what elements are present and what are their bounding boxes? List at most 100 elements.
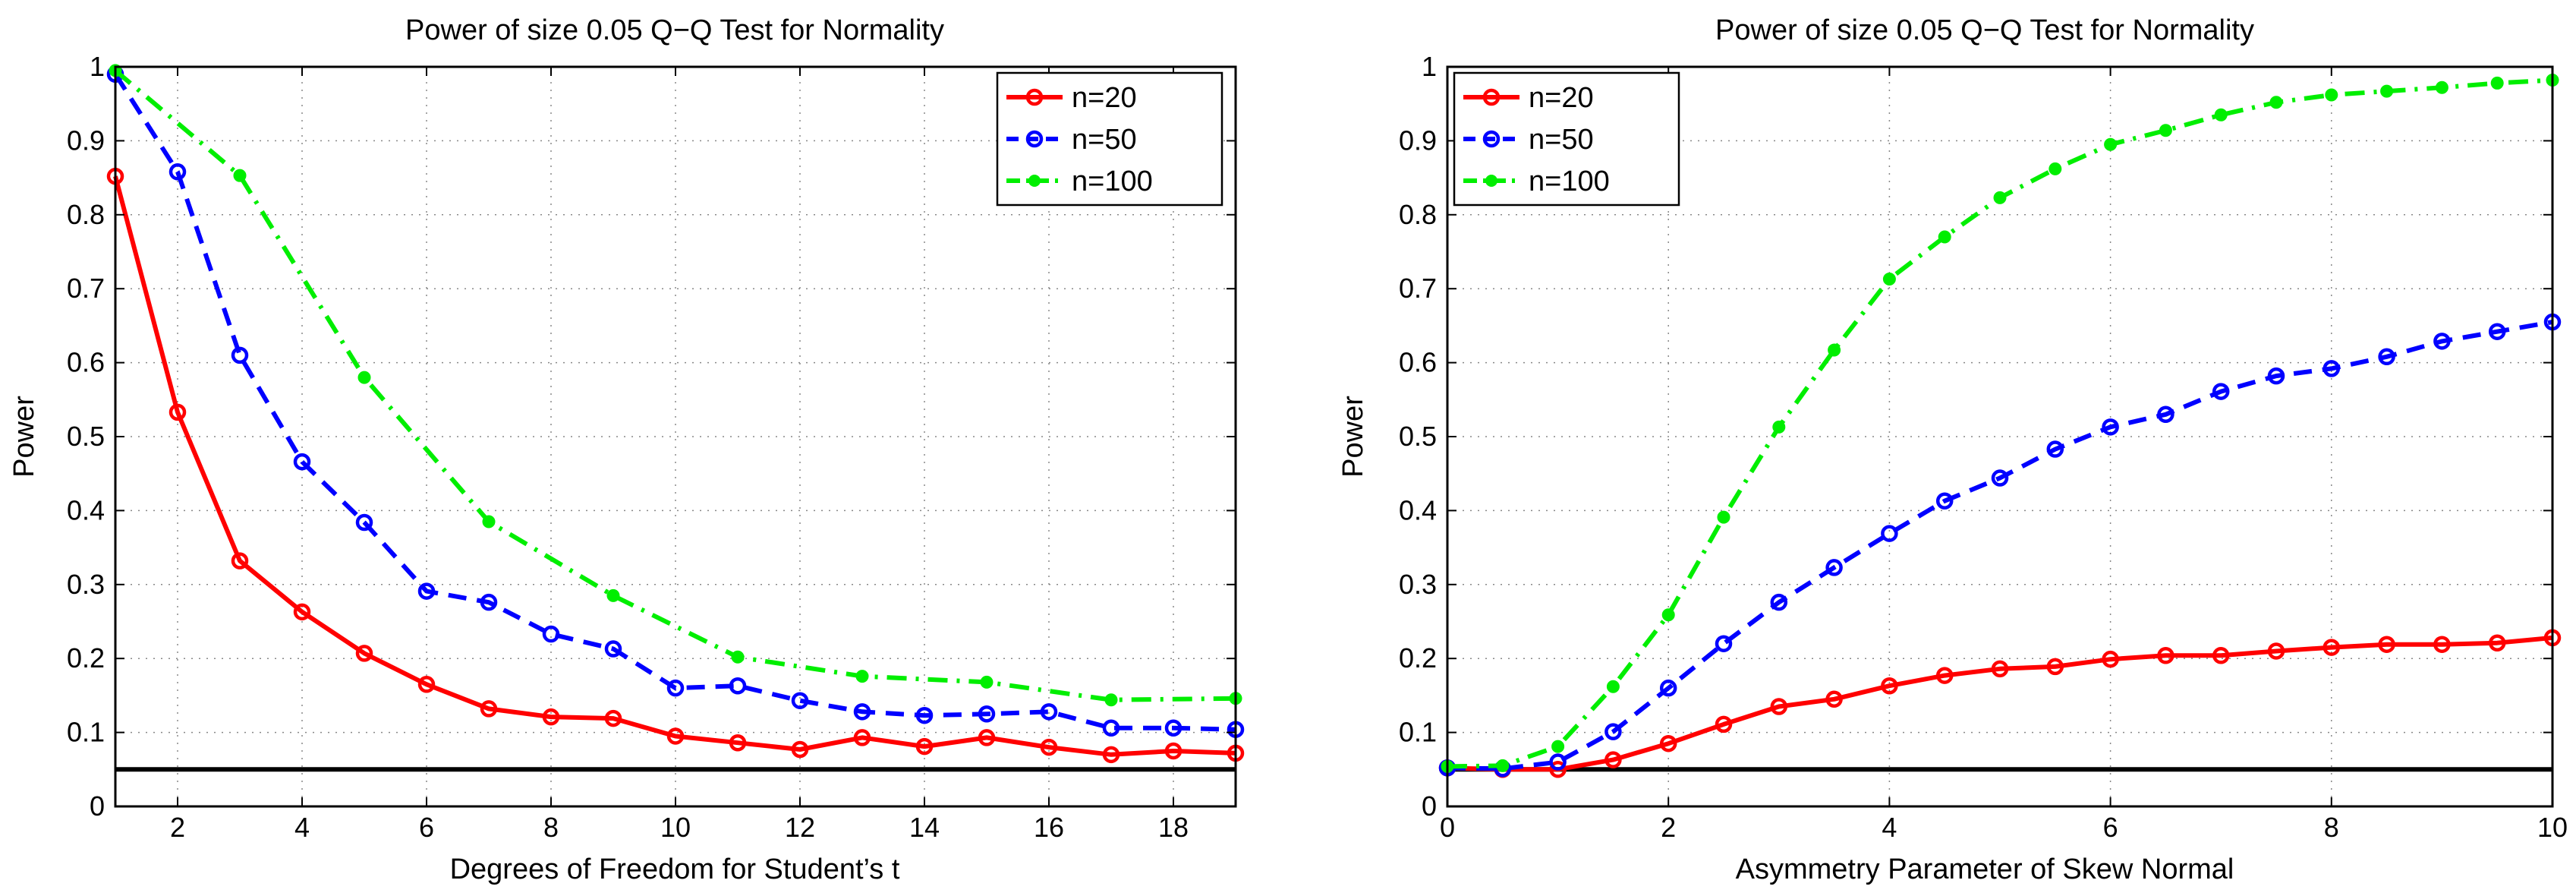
chart-left-xtick-label: 10	[660, 812, 691, 843]
chart-right-series-n=50-point	[1991, 469, 2009, 487]
chart-right-series-n=100-point	[1772, 420, 1786, 434]
chart-left-legend-label: n=20	[1072, 82, 1137, 114]
chart-right-series-n=20-point	[2046, 658, 2064, 676]
chart-right-ytick-label: 0.9	[1399, 125, 1437, 156]
chart-left-ytick-label: 0.1	[67, 717, 105, 748]
chart-left-series-n=20-point	[480, 700, 498, 718]
chart-left-series-n=50-point	[480, 593, 498, 611]
chart-right-series-n=20-point	[2378, 636, 2395, 653]
chart-left-legend-label: n=50	[1072, 124, 1137, 156]
chart-left-series-n=20-point	[978, 729, 996, 746]
chart-right-series-n=100-point	[1717, 510, 1730, 524]
chart-left-ytick-label: 0.3	[67, 569, 105, 600]
chart-right-series-n=20-point	[2433, 636, 2451, 653]
chart-left-series-n=20-point	[1040, 738, 1058, 756]
chart-right-series-n=100-point	[1828, 343, 1841, 357]
chart-right-series-n=50-point	[1825, 559, 1843, 576]
chart-left-xlabel: Degrees of Freedom for Student’s t	[450, 853, 900, 885]
chart-right-series-n=20-point	[2157, 647, 2174, 664]
chart-left-ytick-label: 0.2	[67, 642, 105, 674]
chart-right-ytick-label: 0.7	[1399, 273, 1437, 304]
chart-right-ytick-label: 1	[1422, 51, 1437, 82]
chart-right-series-n=50-point	[2433, 333, 2451, 350]
chart-right-ticks: 0 2 4 6 8 10 0 0.1 0.2 0.3 0.4 0.5 0.6 0.7 0.8 0.9 1	[1399, 51, 2568, 843]
chart-right-series-n=100-point	[1882, 273, 1896, 286]
chart-right-ytick-label: 0.3	[1399, 569, 1437, 600]
chart-left-xtick-label: 12	[785, 812, 815, 843]
chart-left-series-n=50-point	[791, 692, 809, 709]
chart-left-series-n=50-point	[542, 625, 560, 643]
chart-left-series-n=20-point	[915, 737, 934, 756]
chart-left-series-n=50-point	[853, 703, 871, 721]
chart-left-ytick-label: 0.8	[67, 199, 105, 230]
chart-left-series-n=50-point	[1102, 719, 1120, 737]
chart-right-series-n=100-point	[2104, 137, 2118, 151]
chart-left-title: Power of size 0.05 Q−Q Test for Normalit…	[405, 14, 944, 46]
chart-left-series-n=20-point	[417, 676, 436, 693]
chart-right-series-n=100-point	[1938, 230, 1951, 244]
chart-right-series-n=20-point	[2488, 634, 2506, 651]
chart-left-series-n=50-point	[729, 677, 747, 695]
chart-left-series-n=50-point	[417, 582, 436, 600]
chart-right-series-n=20-point	[1935, 667, 1954, 684]
chart-right-xlabel: Asymmetry Parameter of Skew Normal	[1736, 853, 2234, 885]
chart-right-series-n=50-point	[1659, 679, 1677, 697]
chart-right-xtick-label: 2	[1661, 812, 1676, 843]
chart-right-series-n=50-point	[2488, 323, 2506, 340]
chart-right-ytick-label: 0	[1422, 790, 1437, 822]
chart-right-series-n=50-point	[1549, 753, 1567, 771]
chart-left: Power of size 0.05 Q−Q Test for Normalit…	[8, 14, 1245, 885]
chart-right-legend: n=20 n=50 n=100	[1453, 71, 1680, 207]
chart-right-series-n=100-point	[1661, 608, 1675, 622]
chart-left-series-n=50-point	[355, 513, 373, 532]
chart-right-ytick-label: 0.1	[1399, 717, 1437, 748]
chart-right-series-n=100-point	[2380, 84, 2394, 98]
chart-left-series-n=50-point	[666, 679, 685, 697]
chart-right-legend-label: n=100	[1529, 166, 1610, 197]
chart-left-series-n=100-point	[731, 650, 745, 664]
chart-right-series-n=20-point	[2102, 650, 2119, 668]
chart-right-series-n=100-point	[2435, 80, 2448, 94]
chart-right-series-n=100-point	[2269, 96, 2283, 109]
chart-left-series-n=50-point	[604, 640, 622, 658]
chart-left-ytick-label: 0.4	[67, 494, 105, 525]
chart-right-series-n=100-point	[1993, 191, 2007, 204]
chart-left-series-n=20-point	[604, 709, 622, 727]
chart-right-series-n=100-point	[1551, 740, 1565, 753]
chart-right-series-n=100-point	[2325, 88, 2338, 102]
chart-right-series-n=20-point	[1659, 734, 1677, 752]
chart-right-legend-label: n=20	[1529, 82, 1594, 114]
chart-right-series-n=20-point	[1825, 690, 1843, 708]
chart-left-series-n=100-point	[980, 675, 994, 689]
chart-right-legend-label: n=50	[1529, 124, 1594, 156]
chart-right-series-n=20-point	[1770, 698, 1788, 715]
chart-left-legend-marker	[1025, 88, 1044, 106]
chart-right-xtick-label: 6	[2103, 812, 2118, 843]
chart-right-xtick-label: 0	[1440, 812, 1455, 843]
chart-left-ticks: 2 4 6 8 10 12 14 16 18 0 0.1 0.2 0.3 0.4 0.5 0.6 0.7 0.8 0…	[67, 51, 1236, 843]
chart-left-series-n=100-point	[482, 515, 496, 528]
chart-left-xtick-label: 8	[543, 812, 559, 843]
chart-left-series-n=20-point	[729, 734, 747, 752]
chart-right-series-n=50-point	[1715, 635, 1733, 652]
chart-right-ytick-label: 0.6	[1399, 347, 1437, 378]
chart-left-ytick-label: 0.9	[67, 125, 105, 156]
chart-left-series-n=20-point	[1102, 746, 1120, 764]
chart-right-xtick-label: 10	[2537, 812, 2568, 843]
chart-left-ytick-label: 0.7	[67, 273, 105, 304]
chart-left-xtick-label: 6	[419, 812, 434, 843]
chart-left-series-n=20-point	[168, 403, 187, 421]
chart-right-ytick-label: 0.8	[1399, 199, 1437, 230]
chart-left-xtick-label: 18	[1158, 812, 1189, 843]
chart-right-ylabel: Power	[1337, 396, 1369, 478]
chart-right-series-n=50-point	[2378, 348, 2395, 366]
chart-left-xtick-label: 4	[294, 812, 310, 843]
chart-left-series-n=20-point	[542, 708, 560, 726]
chart-left-ylabel: Power	[8, 396, 40, 478]
chart-right-ytick-label: 0.5	[1399, 421, 1437, 452]
chart-right-series-n=20-point	[1881, 677, 1898, 695]
chart-right-series-n=50-point	[2267, 367, 2285, 385]
chart-left-series-n=50-point	[168, 163, 187, 181]
chart-left-series-n=100-point	[357, 371, 371, 384]
